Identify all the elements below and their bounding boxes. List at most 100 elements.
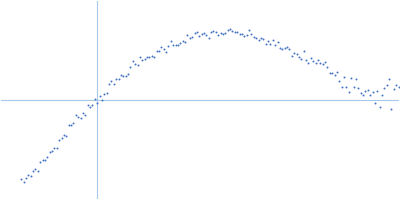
Point [61, 133, 67, 136]
Point [334, 71, 340, 74]
Point [251, 36, 257, 39]
Point [384, 83, 390, 86]
Point [296, 55, 302, 58]
Point [66, 123, 72, 127]
Point [63, 134, 70, 137]
Point [388, 108, 395, 111]
Point [130, 60, 136, 63]
Point [239, 32, 245, 36]
Point [40, 158, 46, 162]
Point [23, 177, 29, 180]
Point [80, 111, 86, 114]
Point [189, 35, 195, 38]
Point [210, 30, 217, 33]
Point [77, 116, 84, 119]
Point [148, 54, 155, 57]
Point [208, 30, 214, 34]
Point [198, 33, 205, 36]
Point [30, 170, 36, 173]
Point [282, 47, 288, 50]
Point [215, 34, 222, 37]
Point [49, 150, 55, 153]
Point [293, 53, 300, 56]
Point [331, 74, 338, 77]
Point [146, 55, 153, 58]
Point [241, 34, 248, 37]
Point [220, 33, 226, 36]
Point [196, 34, 202, 37]
Point [160, 48, 167, 51]
Point [286, 48, 293, 51]
Point [82, 113, 88, 117]
Point [322, 61, 328, 64]
Point [168, 39, 174, 42]
Point [358, 91, 364, 95]
Point [94, 102, 100, 105]
Point [227, 28, 233, 31]
Point [320, 63, 326, 66]
Point [108, 80, 115, 83]
Point [158, 45, 164, 49]
Point [35, 169, 41, 172]
Point [92, 97, 98, 101]
Point [258, 37, 264, 40]
Point [96, 95, 103, 98]
Point [350, 85, 357, 88]
Point [120, 74, 126, 77]
Point [184, 33, 190, 36]
Point [267, 43, 274, 46]
Point [396, 85, 400, 88]
Point [165, 45, 172, 48]
Point [18, 177, 24, 180]
Point [125, 73, 131, 76]
Point [28, 174, 34, 177]
Point [84, 103, 91, 107]
Point [248, 32, 255, 35]
Point [51, 147, 58, 150]
Point [122, 74, 129, 78]
Point [279, 47, 286, 50]
Point [381, 86, 388, 89]
Point [284, 45, 290, 49]
Point [87, 105, 93, 108]
Point [338, 85, 345, 89]
Point [232, 30, 238, 33]
Point [58, 137, 65, 140]
Point [106, 83, 112, 86]
Point [144, 55, 150, 59]
Point [310, 59, 316, 63]
Point [289, 54, 295, 58]
Point [277, 46, 283, 50]
Point [218, 32, 224, 35]
Point [201, 31, 207, 34]
Point [393, 83, 400, 86]
Point [262, 43, 269, 46]
Point [343, 85, 350, 88]
Point [372, 101, 378, 105]
Point [315, 59, 321, 62]
Point [175, 43, 181, 46]
Point [191, 31, 198, 35]
Point [329, 71, 335, 75]
Point [224, 28, 231, 31]
Point [118, 73, 124, 76]
Point [46, 151, 53, 154]
Point [362, 89, 368, 93]
Point [300, 49, 307, 52]
Point [156, 50, 162, 53]
Point [317, 61, 324, 64]
Point [379, 93, 385, 96]
Point [20, 180, 27, 183]
Point [353, 78, 359, 81]
Point [326, 72, 333, 75]
Point [137, 56, 143, 59]
Point [303, 58, 309, 62]
Point [236, 32, 243, 35]
Point [348, 77, 354, 80]
Point [386, 78, 392, 81]
Point [194, 31, 200, 34]
Point [253, 37, 260, 40]
Point [70, 122, 77, 125]
Point [246, 28, 252, 32]
Point [346, 91, 352, 94]
